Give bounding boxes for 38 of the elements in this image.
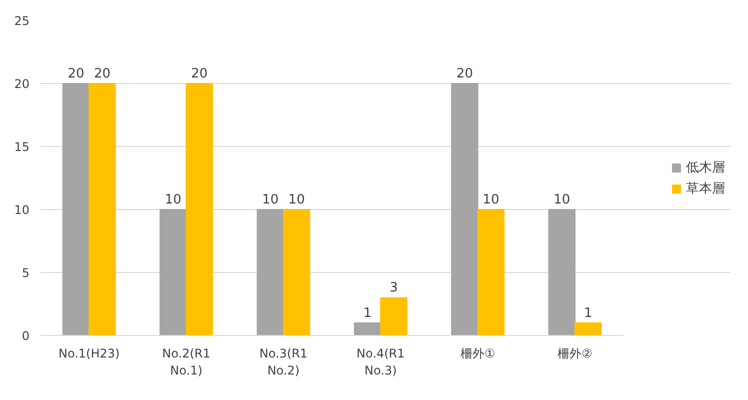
x-tick-label: No.4(R1 No.3) bbox=[356, 346, 405, 378]
data-label: 3 bbox=[390, 280, 398, 296]
bar bbox=[451, 83, 478, 336]
x-tick-label: 柵外① bbox=[460, 346, 496, 360]
bar bbox=[160, 209, 187, 336]
bar bbox=[186, 83, 214, 336]
bar bbox=[380, 297, 408, 336]
y-tick-label: 5 bbox=[22, 266, 30, 280]
bar bbox=[256, 209, 284, 336]
data-label: 10 bbox=[164, 192, 182, 208]
x-tick-label: No.3(R1 No.2) bbox=[259, 346, 308, 378]
y-tick-label: 0 bbox=[22, 329, 30, 343]
bar bbox=[354, 322, 382, 336]
y-tick-label: 25 bbox=[14, 14, 30, 28]
bar bbox=[88, 83, 116, 336]
data-label: 10 bbox=[262, 192, 279, 208]
x-tick-label: No.1(H23) bbox=[58, 346, 120, 360]
bar bbox=[282, 209, 310, 336]
data-label: 20 bbox=[456, 66, 473, 82]
data-label: 10 bbox=[288, 192, 305, 208]
legend-label: 草本層 bbox=[686, 180, 726, 197]
data-label: 10 bbox=[554, 192, 570, 208]
data-label: 20 bbox=[191, 66, 208, 82]
data-label: 1 bbox=[584, 306, 592, 321]
legend-label: 低木層 bbox=[686, 159, 726, 176]
bar bbox=[548, 209, 576, 336]
x-tick-label: No.2(R1 No.1) bbox=[162, 346, 210, 378]
y-tick-label: 20 bbox=[14, 77, 30, 91]
bar bbox=[574, 322, 602, 336]
data-label: 1 bbox=[363, 306, 372, 321]
data-label: 10 bbox=[482, 192, 500, 208]
x-tick-label: 柵外② bbox=[558, 346, 592, 360]
y-tick-label: 10 bbox=[14, 203, 30, 217]
y-tick-label: 15 bbox=[14, 140, 30, 154]
data-label: 20 bbox=[68, 66, 84, 82]
bar bbox=[62, 83, 90, 336]
data-label: 20 bbox=[94, 66, 110, 82]
bar bbox=[477, 209, 505, 336]
